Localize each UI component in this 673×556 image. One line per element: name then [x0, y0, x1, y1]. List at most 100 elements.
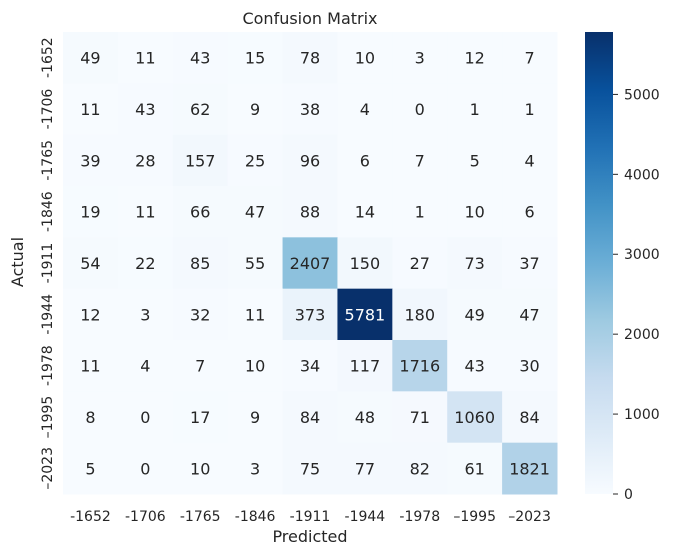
- cell-value-label: 84: [519, 408, 539, 427]
- heatmap-cell: [502, 442, 558, 495]
- colorbar-tick-label: 1000: [624, 407, 660, 423]
- cell-value-label: 75: [300, 459, 320, 478]
- heatmap-cell: [502, 32, 558, 84]
- heatmap-cell: [117, 391, 174, 444]
- heatmap-cell: [117, 32, 174, 84]
- cell-value-label: 32: [190, 305, 210, 324]
- cell-value-label: 27: [410, 254, 430, 273]
- cell-value-label: 11: [245, 305, 265, 324]
- heatmap-cell: [63, 83, 119, 136]
- heatmap-cell: [282, 237, 338, 290]
- heatmap-cell: [337, 391, 393, 444]
- y-tick-label: -1911: [40, 243, 56, 284]
- cell-value-label: 0: [140, 408, 150, 427]
- cell-value-label: 22: [135, 254, 155, 273]
- heatmap-cell: [392, 237, 448, 290]
- cell-value-label: 117: [350, 357, 381, 376]
- heatmap-cell: [282, 186, 338, 238]
- heatmap-cell: [447, 340, 503, 392]
- y-axis-label: Actual: [8, 237, 27, 287]
- cell-value-label: 62: [190, 100, 210, 119]
- heatmap-cell: [227, 391, 284, 444]
- heatmap-cell: [63, 391, 119, 444]
- cell-value-label: 43: [464, 357, 484, 376]
- cell-value-label: 12: [464, 49, 484, 68]
- cell-value-label: 150: [350, 254, 381, 273]
- chart-title: Confusion Matrix: [242, 9, 377, 28]
- heatmap-cell: [447, 83, 503, 136]
- heatmap-cell: [282, 442, 338, 495]
- cell-value-label: 9: [250, 100, 260, 119]
- heatmap-cell: [172, 340, 229, 392]
- heatmap-cell: [502, 340, 558, 392]
- x-axis-label: Predicted: [272, 527, 347, 546]
- cell-value-label: 5: [470, 151, 480, 170]
- cell-value-label: 1: [524, 100, 534, 119]
- heatmap-cell: [63, 186, 119, 238]
- heatmap-cell: [172, 237, 229, 290]
- heatmap-cell: [447, 134, 503, 187]
- heatmap-cell: [227, 237, 284, 290]
- heatmap-cell: [282, 83, 338, 136]
- heatmap-cell: [392, 288, 448, 341]
- heatmap-cell: [117, 237, 174, 290]
- x-tick-label: -1978: [399, 509, 440, 525]
- cell-value-label: 0: [415, 100, 425, 119]
- heatmap-cell: [117, 134, 174, 187]
- cell-value-label: 47: [519, 305, 539, 324]
- heatmap-cell: [63, 288, 119, 341]
- heatmap-cell: [117, 288, 174, 341]
- cell-value-label: 17: [190, 408, 210, 427]
- heatmap-cell: [117, 340, 174, 392]
- heatmap-cell: [63, 32, 119, 84]
- cell-value-label: 66: [190, 203, 210, 222]
- heatmap-cell: [282, 32, 338, 84]
- cell-value-label: 43: [135, 100, 155, 119]
- x-tick-label: –2023: [508, 509, 551, 525]
- cell-value-label: 84: [300, 408, 320, 427]
- cell-value-label: 78: [300, 49, 320, 68]
- cell-value-label: 11: [135, 49, 155, 68]
- colorbar: [585, 32, 613, 494]
- heatmap-cell: [447, 186, 503, 238]
- cell-value-label: 373: [295, 305, 326, 324]
- heatmap-cell: [282, 391, 338, 444]
- colorbar-tick-label: 2000: [624, 327, 660, 343]
- heatmap-cell: [392, 186, 448, 238]
- heatmap-cell: [502, 391, 558, 444]
- heatmap-cell: [337, 186, 393, 238]
- heatmap-cell: [447, 288, 503, 341]
- heatmap-cell: [502, 237, 558, 290]
- cell-value-label: 3: [250, 459, 260, 478]
- colorbar-tick-label: 5000: [624, 87, 660, 103]
- heatmap-cell: [502, 186, 558, 238]
- y-tick-label: –2023: [40, 447, 56, 490]
- cell-value-label: 88: [300, 203, 320, 222]
- heatmap-cell: [172, 32, 229, 84]
- heatmap-cell: [392, 340, 448, 392]
- cell-value-label: 5: [85, 459, 95, 478]
- cell-value-label: 3: [415, 49, 425, 68]
- heatmap-cell: [392, 391, 448, 444]
- cell-value-label: 34: [300, 357, 320, 376]
- cell-value-label: 43: [190, 49, 210, 68]
- heatmap-cell: [117, 83, 174, 136]
- heatmap-cell: [392, 83, 448, 136]
- cell-value-label: 28: [135, 151, 155, 170]
- heatmap-cell: [63, 442, 119, 495]
- cell-value-label: 82: [410, 459, 430, 478]
- cell-value-label: 1716: [399, 357, 440, 376]
- cell-value-label: 7: [524, 49, 534, 68]
- x-tick-label: –1995: [453, 509, 496, 525]
- heatmap-cell: [392, 134, 448, 187]
- heatmap-cell: [227, 340, 284, 392]
- heatmap-cell: [172, 391, 229, 444]
- cell-value-label: 157: [185, 151, 216, 170]
- cell-value-label: 10: [245, 357, 265, 376]
- y-tick-label: -1765: [40, 140, 56, 181]
- cell-value-label: 1821: [509, 459, 550, 478]
- cell-value-label: 9: [250, 408, 260, 427]
- heatmap-cell: [63, 237, 119, 290]
- heatmap-cell: [117, 186, 174, 238]
- cell-value-label: 6: [360, 151, 370, 170]
